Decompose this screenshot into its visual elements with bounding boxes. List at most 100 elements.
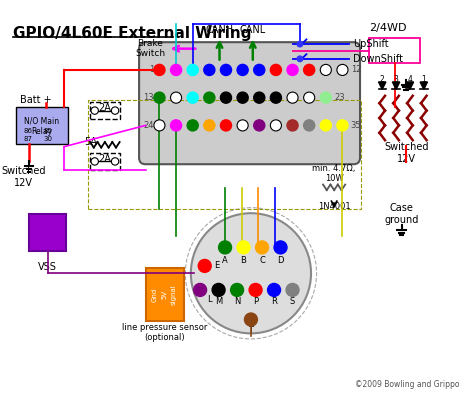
- Text: ©2009 Bowling and Grippo: ©2009 Bowling and Grippo: [356, 380, 460, 389]
- Circle shape: [304, 120, 315, 131]
- Circle shape: [304, 64, 315, 75]
- Circle shape: [187, 92, 198, 103]
- Text: VSS: VSS: [38, 262, 57, 272]
- Text: 2A: 2A: [99, 103, 111, 113]
- Text: Batt +: Batt +: [20, 94, 52, 105]
- Text: 35: 35: [351, 121, 361, 130]
- Circle shape: [245, 313, 257, 326]
- Circle shape: [270, 92, 282, 103]
- Circle shape: [91, 158, 99, 165]
- Text: 4: 4: [408, 74, 412, 84]
- Circle shape: [255, 241, 268, 254]
- Circle shape: [220, 92, 231, 103]
- Circle shape: [191, 213, 311, 333]
- Text: C: C: [259, 256, 265, 265]
- Circle shape: [287, 120, 298, 131]
- Polygon shape: [379, 82, 386, 89]
- Circle shape: [320, 120, 331, 131]
- Bar: [16, 107, 68, 144]
- Circle shape: [304, 92, 315, 103]
- Text: 5A: 5A: [84, 137, 98, 147]
- Circle shape: [249, 283, 262, 296]
- Text: 13: 13: [143, 93, 154, 102]
- Text: Case
ground: Case ground: [384, 204, 419, 225]
- Text: 86: 86: [24, 128, 33, 134]
- Text: CANL: CANL: [240, 25, 266, 35]
- Circle shape: [91, 107, 99, 114]
- Circle shape: [237, 120, 248, 131]
- Circle shape: [297, 56, 303, 61]
- Text: min. 4.7Ω,
10W: min. 4.7Ω, 10W: [312, 164, 356, 183]
- Circle shape: [204, 92, 215, 103]
- Circle shape: [204, 64, 215, 75]
- Circle shape: [274, 241, 287, 254]
- Text: 12: 12: [351, 66, 361, 74]
- Circle shape: [171, 92, 182, 103]
- Circle shape: [286, 283, 299, 296]
- Circle shape: [171, 120, 182, 131]
- Circle shape: [337, 64, 348, 75]
- Text: M: M: [215, 298, 222, 306]
- Circle shape: [237, 64, 248, 75]
- Circle shape: [154, 64, 165, 75]
- Circle shape: [297, 41, 303, 47]
- Circle shape: [270, 64, 282, 75]
- FancyBboxPatch shape: [139, 42, 360, 164]
- Text: Switched
12V: Switched 12V: [384, 142, 428, 164]
- Circle shape: [219, 241, 231, 254]
- Text: T: T: [248, 326, 254, 335]
- Circle shape: [220, 64, 231, 75]
- Circle shape: [187, 64, 198, 75]
- Bar: [146, 268, 184, 322]
- Text: 30: 30: [44, 136, 53, 142]
- Text: Brake
Switch: Brake Switch: [135, 39, 165, 58]
- Circle shape: [320, 92, 331, 103]
- Circle shape: [204, 120, 215, 131]
- Bar: [90, 153, 119, 170]
- Text: D: D: [277, 256, 284, 265]
- Text: B: B: [241, 256, 246, 265]
- Circle shape: [111, 158, 119, 165]
- Polygon shape: [406, 82, 414, 89]
- Circle shape: [287, 64, 298, 75]
- Circle shape: [198, 259, 211, 272]
- Circle shape: [154, 92, 165, 103]
- Circle shape: [193, 283, 207, 296]
- Circle shape: [171, 64, 182, 75]
- Text: 2/4WD: 2/4WD: [369, 23, 407, 33]
- Text: R: R: [271, 298, 277, 306]
- Circle shape: [270, 120, 282, 131]
- Circle shape: [337, 120, 348, 131]
- Polygon shape: [392, 82, 400, 89]
- Circle shape: [254, 64, 265, 75]
- Bar: [90, 102, 119, 119]
- Circle shape: [231, 283, 244, 296]
- Text: 1: 1: [421, 74, 426, 84]
- Text: N: N: [234, 298, 240, 306]
- Text: Switched
12V: Switched 12V: [1, 166, 46, 188]
- Text: 2: 2: [380, 74, 384, 84]
- Bar: [88, 99, 361, 208]
- Circle shape: [320, 64, 331, 75]
- Text: L: L: [207, 295, 212, 304]
- Text: E: E: [214, 261, 219, 270]
- Text: S: S: [290, 298, 295, 306]
- Text: N/O Main
Relay: N/O Main Relay: [25, 117, 60, 136]
- Circle shape: [220, 120, 231, 131]
- Bar: [29, 214, 66, 251]
- Text: 87: 87: [24, 136, 33, 142]
- Circle shape: [212, 283, 225, 296]
- Text: 3: 3: [393, 74, 399, 84]
- Text: 24: 24: [143, 121, 154, 130]
- Text: P: P: [253, 298, 258, 306]
- Circle shape: [237, 241, 250, 254]
- Text: 85: 85: [44, 128, 53, 134]
- Circle shape: [254, 92, 265, 103]
- Circle shape: [254, 120, 265, 131]
- Text: signal: signal: [170, 284, 176, 305]
- Text: 2A: 2A: [99, 154, 111, 164]
- Circle shape: [268, 283, 281, 296]
- Polygon shape: [420, 82, 428, 89]
- Text: line pressure sensor
(optional): line pressure sensor (optional): [122, 323, 208, 342]
- Bar: [369, 37, 420, 63]
